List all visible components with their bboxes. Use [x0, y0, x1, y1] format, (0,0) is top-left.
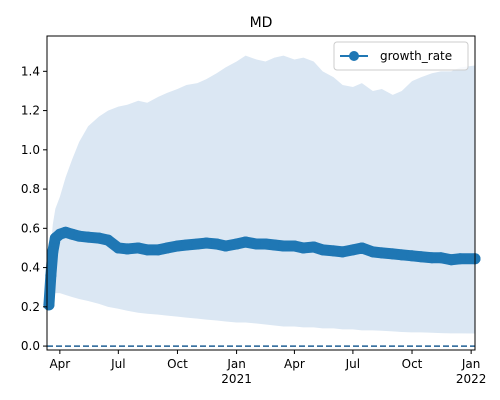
data-point — [260, 238, 271, 250]
data-point — [367, 246, 379, 258]
x-tick-label: Jan — [461, 357, 481, 371]
data-point — [112, 242, 124, 254]
data-point — [220, 240, 232, 252]
data-point — [82, 231, 94, 243]
data-point — [308, 241, 320, 253]
x-tick-label: Apr — [284, 357, 305, 371]
data-point — [406, 250, 418, 262]
series-line-layer — [43, 226, 481, 311]
x-tick-label: Oct — [402, 357, 423, 371]
y-tick-label: 0.8 — [21, 182, 40, 196]
data-point — [356, 242, 368, 254]
data-point — [93, 232, 105, 244]
data-point — [251, 238, 262, 250]
data-point — [171, 240, 183, 252]
y-tick-label: 0.6 — [21, 221, 40, 235]
x-tick-label: Jul — [345, 357, 360, 371]
x-tick-label: Apr — [49, 357, 70, 371]
data-point — [240, 236, 252, 248]
data-point — [102, 234, 114, 246]
x-tick-label: Oct — [167, 357, 188, 371]
x-tick-year-label: 2021 — [221, 372, 252, 386]
data-point — [396, 249, 408, 261]
legend-marker-icon — [349, 51, 359, 61]
data-point — [347, 244, 359, 256]
data-point — [328, 245, 340, 257]
x-tick-year-label: 2022 — [456, 372, 487, 386]
data-point — [121, 243, 133, 255]
y-tick-label: 1.4 — [21, 64, 40, 78]
data-point — [43, 299, 55, 311]
y-tick-label: 1.2 — [21, 104, 40, 118]
legend-label: growth_rate — [380, 49, 452, 63]
data-point — [454, 253, 466, 265]
data-point — [415, 251, 427, 263]
data-point — [277, 240, 289, 252]
data-point — [191, 238, 203, 250]
data-point — [211, 238, 223, 250]
data-point — [141, 244, 153, 256]
data-point — [200, 237, 212, 249]
data-point — [231, 238, 243, 250]
data-point — [426, 252, 438, 264]
y-tick-label: 0.2 — [21, 300, 40, 314]
confidence-band — [48, 55, 476, 334]
confidence-band-layer — [48, 55, 476, 334]
y-tick-label: 0.4 — [21, 261, 40, 275]
data-point — [152, 244, 164, 256]
plot-frame — [46, 35, 476, 351]
chart-title: MD — [250, 15, 273, 31]
legend: growth_rate — [333, 41, 469, 71]
data-point — [317, 244, 329, 256]
data-point — [337, 246, 349, 258]
y-axis-ticks: 0.0 0.2 0.4 0.6 0.8 1.0 1.2 1.4 — [21, 64, 47, 353]
data-point — [132, 242, 144, 254]
x-tick-label: Jan — [226, 357, 246, 371]
legend-box — [333, 41, 469, 71]
y-tick-label: 1.0 — [21, 143, 40, 157]
data-point — [161, 242, 173, 254]
data-point — [376, 247, 388, 259]
data-point — [435, 252, 447, 264]
data-point — [269, 239, 280, 251]
x-tick-label: Jul — [110, 357, 125, 371]
data-point — [180, 239, 192, 251]
data-point — [288, 240, 300, 252]
data-point — [387, 248, 399, 260]
data-point — [445, 254, 457, 266]
data-point — [73, 230, 85, 242]
data-point — [47, 246, 59, 258]
data-point — [45, 269, 57, 281]
data-point — [297, 242, 309, 254]
y-tick-label: 0.0 — [21, 339, 40, 353]
